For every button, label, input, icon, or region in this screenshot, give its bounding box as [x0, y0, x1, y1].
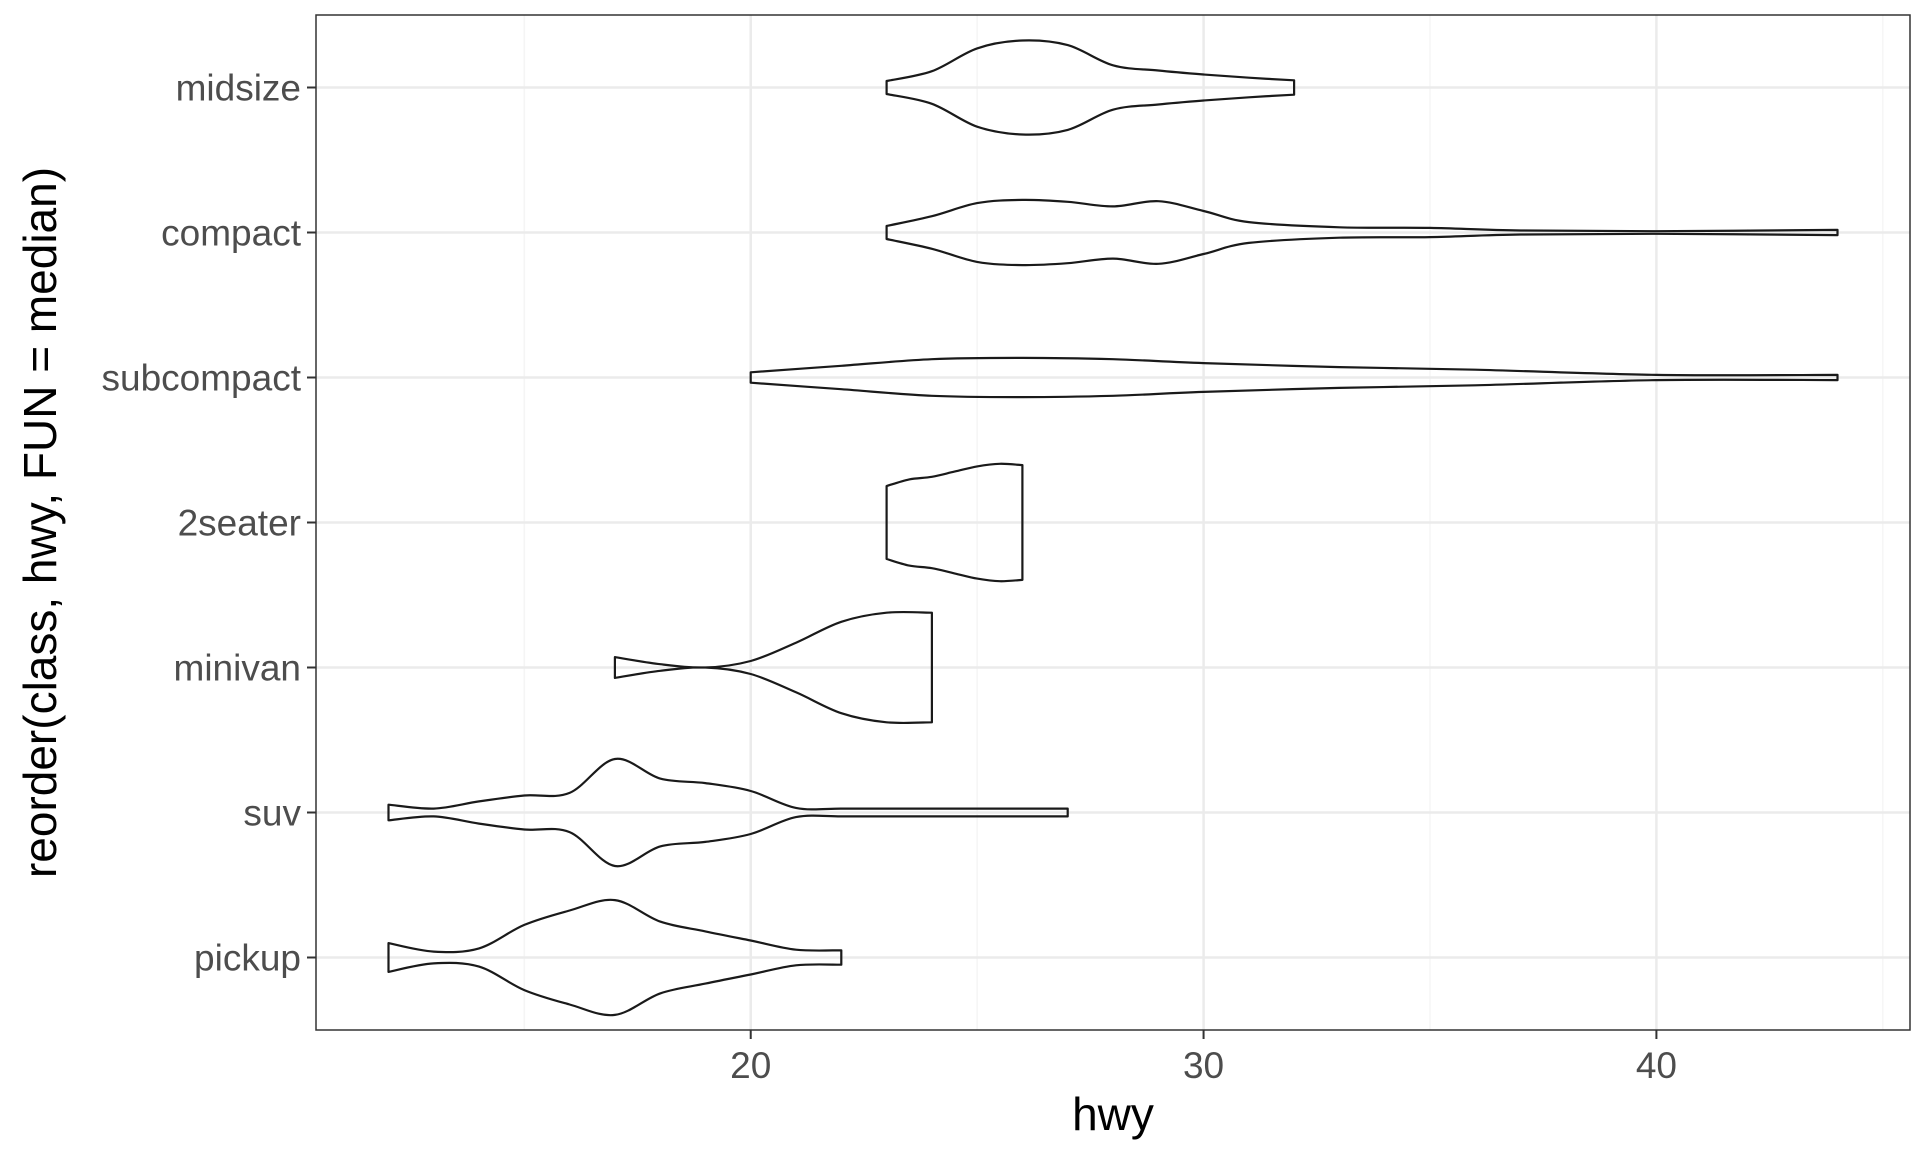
x-tick-label: 30 — [1183, 1045, 1224, 1086]
major-gridlines — [316, 15, 1910, 1030]
violin-2seater — [885, 462, 1024, 583]
y-axis: pickup suv minivan 2seater subcompact compact… — [102, 68, 316, 979]
x-tick-label: 40 — [1636, 1045, 1677, 1086]
y-tick-label: subcompact — [102, 358, 302, 399]
violins — [387, 39, 1839, 1017]
y-tick-label: pickup — [194, 938, 301, 979]
y-tick-label: suv — [243, 793, 301, 834]
violin-pickup — [387, 898, 843, 1017]
y-tick-label: compact — [161, 213, 302, 254]
y-axis-title: reorder(class, hwy, FUN = median) — [14, 167, 66, 878]
x-tick-label: 20 — [730, 1045, 771, 1086]
y-tick-label: minivan — [174, 648, 302, 689]
y-tick-label: 2seater — [178, 503, 301, 544]
violin-suv — [387, 757, 1069, 868]
x-axis-title: hwy — [1072, 1088, 1154, 1140]
violin-minivan — [613, 610, 933, 725]
violin-midsize — [885, 39, 1296, 136]
violin-compact — [885, 198, 1839, 267]
y-tick-label: midsize — [176, 68, 301, 109]
x-axis: 20 30 40 — [730, 1030, 1677, 1086]
violin-subcompact — [749, 356, 1839, 399]
